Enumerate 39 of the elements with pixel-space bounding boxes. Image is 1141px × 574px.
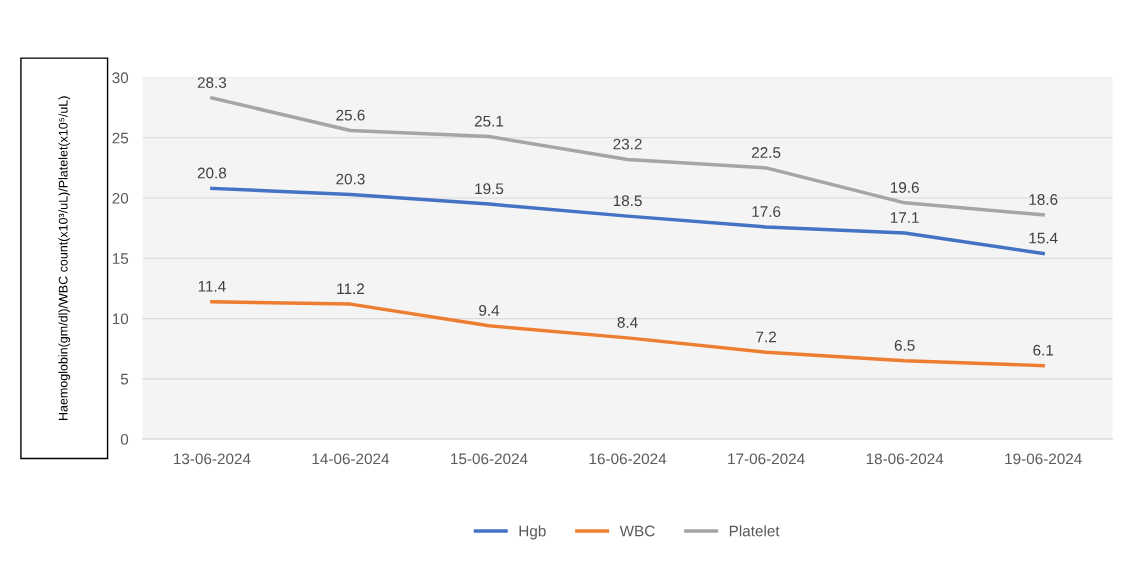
x-tick-label: 17-06-2024 xyxy=(728,453,805,465)
data-label: 17.1 xyxy=(890,212,919,223)
y-tick-label: 0 xyxy=(120,433,129,445)
y-tick-label: 5 xyxy=(120,373,129,385)
data-label: 23.2 xyxy=(613,138,642,150)
data-label: 20.3 xyxy=(336,173,365,185)
y-tick-label: 30 xyxy=(112,72,129,84)
y-tick-label: 25 xyxy=(112,132,129,144)
legend-label: WBC xyxy=(619,525,655,537)
x-tick-label: 16-06-2024 xyxy=(589,453,667,465)
data-label: 8.4 xyxy=(617,317,638,328)
y-tick-label: 15 xyxy=(112,253,129,264)
data-label: 28.3 xyxy=(197,77,227,89)
x-tick-label: 15-06-2024 xyxy=(451,453,528,465)
data-label: 19.5 xyxy=(475,183,504,195)
x-tick-label: 18-06-2024 xyxy=(866,453,944,465)
x-tick-label: 19-06-2024 xyxy=(1005,453,1082,465)
legend-label: Hgb xyxy=(519,525,546,540)
data-label: 7.2 xyxy=(756,331,776,343)
data-label: 6.1 xyxy=(1033,344,1054,356)
data-label: 20.8 xyxy=(197,167,227,179)
data-label: 6.5 xyxy=(894,339,915,351)
data-label: 15.4 xyxy=(1029,232,1058,244)
x-tick-label: 14-06-2024 xyxy=(312,453,390,465)
data-label: 11.2 xyxy=(337,283,364,294)
y-axis-title: Haemoglobin(gm/dl)/WBC count(x10³/uL)/Platelet(x10⁵/uL) xyxy=(58,96,71,420)
data-label: 22.5 xyxy=(752,147,781,158)
data-label: 19.6 xyxy=(890,182,919,193)
data-label: 11.4 xyxy=(198,281,226,292)
y-tick-label: 10 xyxy=(112,313,129,325)
data-label: 9.4 xyxy=(479,305,500,316)
data-label: 18.6 xyxy=(1029,194,1058,205)
data-label: 25.1 xyxy=(474,115,504,127)
y-tick-label: 20 xyxy=(112,192,129,204)
legend-label: Platelet xyxy=(729,525,780,537)
data-label: 17.6 xyxy=(752,206,781,217)
x-tick-label: 13-06-2024 xyxy=(173,453,251,465)
data-label: 25.6 xyxy=(336,109,365,121)
data-label: 18.5 xyxy=(613,195,642,207)
